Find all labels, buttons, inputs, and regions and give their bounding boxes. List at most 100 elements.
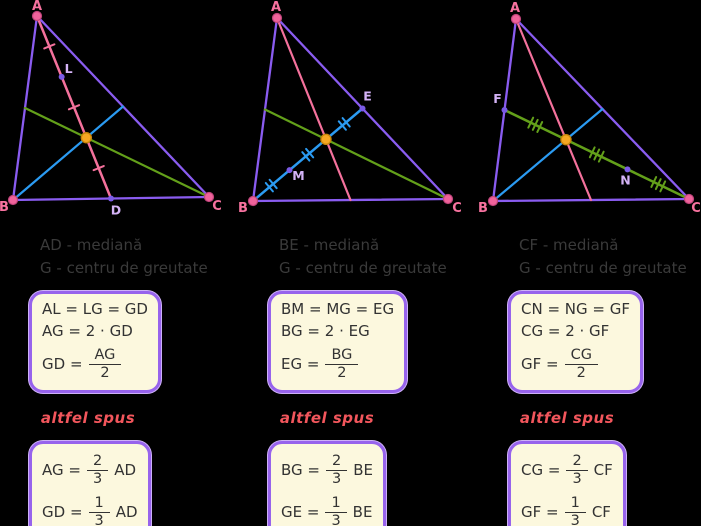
fraction: 1 3: [88, 495, 110, 526]
formula-line: EG = BG 2: [281, 342, 394, 386]
triangle-edges: [11, 14, 211, 202]
fraction-denominator: 2: [100, 364, 110, 381]
centroid-dot: [80, 131, 93, 144]
median-foot-dot: [108, 195, 114, 202]
midsegment-point-dot: [58, 73, 65, 80]
median-C: [23, 106, 211, 199]
triangle-panel-3: A B C N F: [478, 1, 701, 216]
vertex-dot-A: [510, 13, 522, 25]
fraction-denominator: 3: [92, 470, 103, 487]
panel-column-1: AD - mediană G - centru de greutate AL =…: [29, 230, 208, 526]
vertex-dot-B: [247, 195, 259, 207]
fraction-denominator: 2: [576, 364, 586, 381]
formula-line: GF = CG 2: [521, 342, 630, 386]
median-B: [11, 105, 125, 202]
formula-line: GD = 1 3 AD: [42, 491, 138, 526]
formula-rhs: BE: [353, 461, 374, 479]
formula-lhs: GF =: [521, 503, 559, 521]
equality-box: AL = LG = GD AG = 2 · GD GD = AG 2: [29, 291, 161, 393]
fraction-denominator: 3: [572, 470, 582, 487]
tick-mark: [264, 181, 274, 193]
tick-mark: [92, 165, 105, 172]
fraction-numerator: 2: [326, 453, 348, 471]
vertex-label-C: C: [212, 199, 222, 214]
median-definition: CF - mediană: [519, 236, 619, 254]
tick-mark: [305, 147, 315, 159]
tick-mark: [268, 178, 278, 190]
point-label-D: D: [111, 203, 121, 218]
fraction-denominator: 3: [331, 512, 341, 526]
vertex-dot-C: [442, 193, 454, 205]
point-label-M: M: [292, 168, 304, 183]
vertex-label-C: C: [452, 201, 462, 216]
formula-line: AG = 2 · GD: [42, 322, 133, 340]
thirds-box: BG = 2 3 BE GE = 1 3 BE: [268, 441, 387, 526]
formula-lhs: GD =: [42, 503, 83, 521]
equality-box: BM = MG = EG BG = 2 · EG EG = BG 2: [268, 291, 408, 393]
vertex-label-C: C: [691, 201, 701, 216]
formula-line: AG = 2 3 AD: [42, 449, 138, 491]
formula-line: BG = 2 3 BE: [281, 449, 373, 491]
centroid-definition: G - centru de greutate: [40, 259, 208, 277]
formula-line: AL = LG = GD: [42, 300, 148, 318]
formula-rhs: AD: [114, 461, 137, 479]
vertex-dot-B: [7, 194, 19, 206]
vertex-dot-C: [203, 191, 215, 203]
tick-mark: [588, 146, 596, 159]
triangle-edges: [251, 16, 450, 203]
formula-line: GF = 1 3 CF: [521, 491, 613, 526]
fraction-numerator: 2: [566, 453, 588, 471]
triangle-panel-1: A B C L D: [0, 0, 222, 218]
formula-line: CN = NG = GF: [521, 300, 630, 318]
vertex-label-B: B: [478, 201, 488, 216]
formula-lhs: GE =: [281, 503, 320, 521]
altfel-spus-label: altfel spus: [279, 409, 375, 427]
formula-lhs: AG =: [42, 461, 81, 479]
formula-lhs: CG =: [521, 461, 561, 479]
point-label-F: F: [493, 91, 502, 106]
midsegment-point-dot: [286, 167, 293, 174]
point-label-L: L: [65, 61, 73, 76]
formula-lhs: EG =: [281, 355, 320, 373]
formula-line: CG = 2 · GF: [521, 322, 610, 340]
formula-lhs: GF =: [521, 355, 559, 373]
formula-line: CG = 2 3 CF: [521, 449, 613, 491]
vertex-dot-A: [271, 12, 283, 24]
triangle-panel-2: A B C M E: [238, 0, 462, 216]
formula-line: GD = AG 2: [42, 342, 148, 386]
tick-mark: [659, 180, 667, 193]
centroid-definition: G - centru de greutate: [519, 259, 687, 277]
median-foot-dot: [501, 107, 508, 113]
tick-mark: [593, 148, 601, 161]
median-A: [514, 17, 593, 202]
fraction: 2 3: [86, 453, 109, 487]
altfel-spus-label: altfel spus: [519, 409, 615, 427]
formula-line: GE = 1 3 BE: [281, 491, 373, 526]
vertex-label-A: A: [32, 0, 42, 14]
thirds-box: CG = 2 3 CF GF = 1 3 CF: [508, 441, 626, 526]
centroid-definition: G - centru de greutate: [279, 259, 447, 277]
fraction-numerator: CG: [564, 347, 598, 365]
median-A: [275, 16, 352, 202]
equality-box: CN = NG = GF CG = 2 · GF GF = CG 2: [508, 291, 643, 393]
tick-mark: [597, 150, 605, 163]
midsegment-point-dot: [624, 166, 631, 173]
vertex-dot-A: [31, 10, 43, 22]
median-B: [491, 107, 604, 203]
tick-mark: [531, 118, 539, 131]
fraction-denominator: 3: [94, 512, 104, 526]
vertex-label-A: A: [271, 0, 281, 15]
triangle-diagrams: A B C L D A B C M E A B C N F: [0, 0, 701, 218]
vertex-label-B: B: [0, 200, 9, 215]
vertex-label-B: B: [238, 201, 248, 216]
fraction-numerator: 1: [564, 495, 586, 513]
fraction-numerator: 1: [325, 495, 347, 513]
median-definition: BE - mediană: [279, 236, 380, 254]
fraction-denominator: 3: [332, 470, 342, 487]
median-foot-dot: [359, 105, 366, 112]
fraction: BG 2: [325, 347, 359, 381]
tick-mark: [301, 151, 311, 162]
fraction-numerator: 2: [86, 453, 109, 471]
median-definition: AD - mediană: [40, 236, 143, 254]
